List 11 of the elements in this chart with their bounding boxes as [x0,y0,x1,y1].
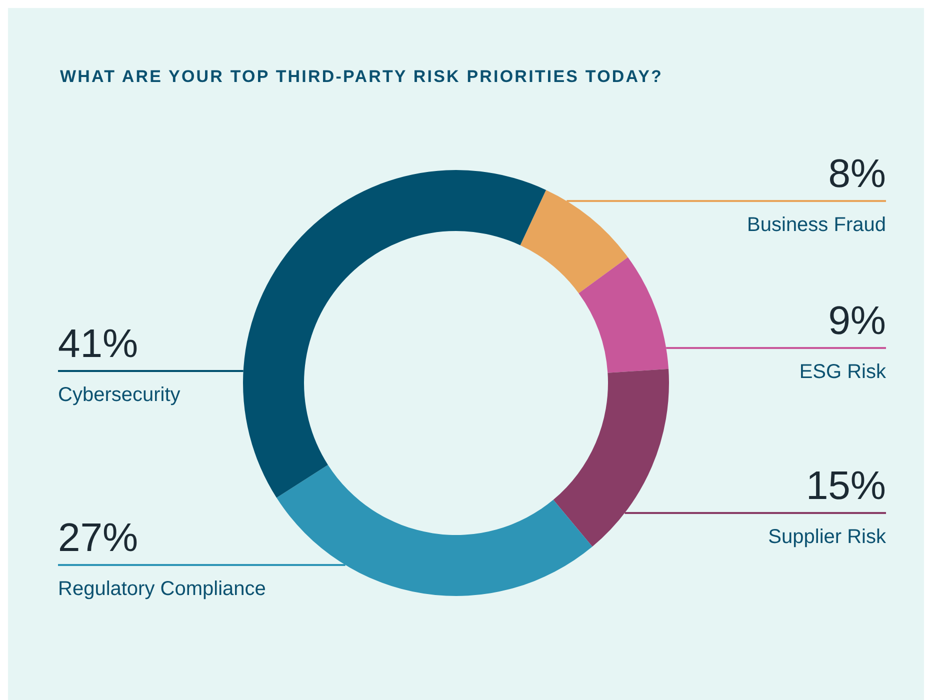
data-label: 27% [58,516,138,560]
slice-label: Regulatory Compliance [58,578,266,600]
slice-label: Cybersecurity [58,384,180,406]
data-label: 41% [58,322,138,366]
data-label: 8% [828,152,886,196]
slice-label: ESG Risk [799,361,887,383]
slice-label: Supplier Risk [768,526,887,548]
slice-label: Business Fraud [747,214,886,236]
chart-title: WHAT ARE YOUR TOP THIRD-PARTY RISK PRIORITIES TODAY? [60,67,664,86]
data-label: 9% [828,299,886,343]
data-label: 15% [806,464,886,508]
